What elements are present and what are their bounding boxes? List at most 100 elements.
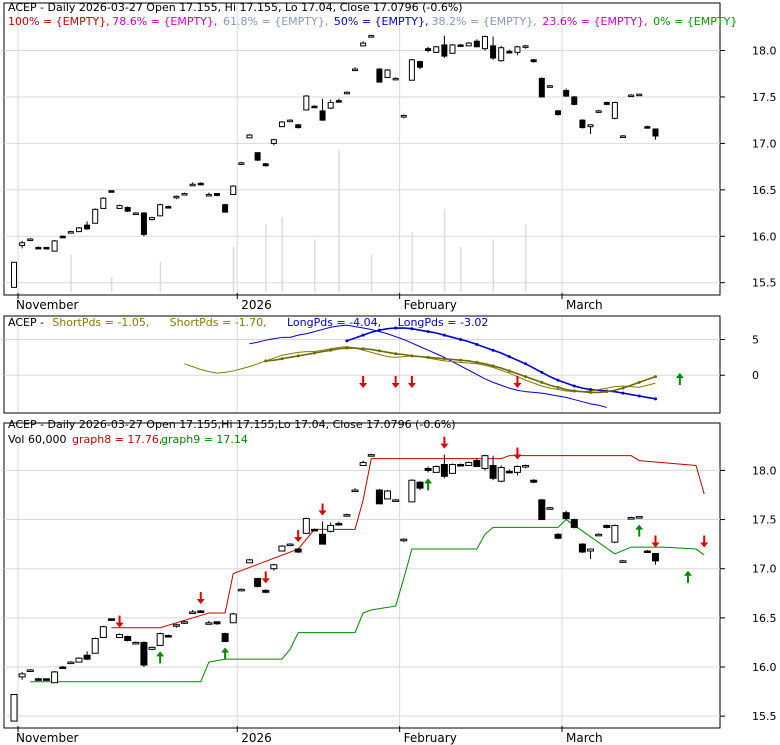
graph8-line bbox=[111, 455, 705, 629]
price-candle bbox=[303, 95, 310, 111]
signal-candle bbox=[116, 634, 124, 639]
signal-candle bbox=[148, 646, 156, 650]
ShortPds-dot bbox=[312, 351, 316, 355]
price-candle bbox=[571, 96, 578, 105]
volume-bar bbox=[525, 224, 527, 292]
signal-candle bbox=[18, 673, 26, 678]
price-panel-title: ACEP - Daily 2026-03-27 Open 17.155, Hi … bbox=[8, 1, 463, 14]
price-candle bbox=[490, 45, 497, 59]
price-candle bbox=[75, 227, 82, 233]
LongPds-dot bbox=[410, 327, 414, 331]
graph-lines bbox=[30, 455, 705, 683]
LongPds-dot bbox=[653, 397, 657, 401]
ShortPds-dot bbox=[377, 349, 381, 353]
ShortPds-dot bbox=[264, 359, 268, 363]
signal-tick-label: 17.5 bbox=[752, 514, 777, 527]
signal-candle bbox=[538, 499, 546, 521]
fib-label: 50% = {EMPTY}, bbox=[334, 15, 429, 28]
indicator-down-arrow-head bbox=[391, 383, 400, 388]
indicator-down-arrow-head bbox=[359, 383, 368, 388]
signal-up-arrow-head bbox=[221, 647, 230, 653]
LongPds-dot bbox=[345, 339, 349, 343]
signal-candle bbox=[522, 464, 530, 468]
signal-candle bbox=[213, 621, 221, 625]
price-candle bbox=[173, 195, 180, 199]
signal-candle bbox=[83, 654, 91, 660]
signal-panel-frame bbox=[3, 422, 721, 729]
LongPds-line bbox=[346, 327, 656, 400]
fib-label: 23.6% = {EMPTY}, bbox=[542, 15, 647, 28]
price-candle bbox=[205, 193, 212, 197]
signal-candle bbox=[245, 559, 253, 564]
signal-down-arrow-head bbox=[700, 542, 709, 548]
indicator-legend-item: LongPds = -4.04, bbox=[287, 316, 381, 329]
price-candle bbox=[392, 77, 399, 81]
signal-candle bbox=[181, 621, 189, 624]
price-candle bbox=[400, 115, 407, 118]
x-tick-label: November bbox=[16, 731, 78, 745]
ShortPds-dot bbox=[637, 380, 641, 384]
price-panel: 18.0 17.5 17.0 16.5 16.0 15.5 ACEP - Daily 20… bbox=[3, 1, 777, 296]
x-tick-label: February bbox=[404, 731, 457, 745]
signal-candle bbox=[384, 490, 392, 500]
x-tick-label: 2026 bbox=[241, 731, 272, 745]
signal-tick-label: 17.0 bbox=[752, 563, 777, 576]
indicator-title: ACEP - bbox=[8, 316, 44, 329]
signal-candle bbox=[473, 460, 481, 467]
price-candle bbox=[360, 42, 367, 47]
volume-bar bbox=[232, 247, 235, 292]
LongPds-dot bbox=[524, 362, 528, 366]
price-y-axis: 18.0 17.5 17.0 16.5 16.0 15.5 bbox=[720, 45, 777, 290]
price-candle bbox=[116, 205, 123, 209]
price-candle bbox=[376, 68, 383, 83]
price-candle bbox=[563, 89, 570, 97]
ShortPds-dot bbox=[621, 386, 625, 390]
signal-candle bbox=[457, 464, 465, 467]
fib-levels-legend: 100% = {EMPTY}, 78.6% = {EMPTY}, 61.8% = {… bbox=[8, 15, 737, 28]
signal-tick-label: 18.0 bbox=[752, 464, 777, 477]
indicator-legend: ACEP - ShortPds = -1.05, ShortPds = -1.70,… bbox=[8, 316, 488, 329]
signal-down-arrow-head bbox=[196, 599, 205, 604]
price-candle bbox=[636, 93, 643, 97]
signal-candle bbox=[278, 545, 286, 552]
fib-label: 78.6% = {EMPTY}, bbox=[112, 15, 217, 28]
signal-tick-label: 16.5 bbox=[752, 612, 777, 625]
ShortPds-dot bbox=[329, 348, 333, 352]
signal-candle bbox=[34, 678, 42, 681]
signal-down-arrow-head bbox=[318, 510, 327, 516]
price-tick-label: 16.0 bbox=[752, 230, 777, 243]
signal-candle bbox=[465, 462, 473, 466]
signal-candle bbox=[319, 533, 327, 545]
price-candle bbox=[498, 47, 505, 62]
indicator-up-arrow-head bbox=[675, 373, 684, 378]
price-candle bbox=[433, 46, 440, 53]
ShortPds-dot bbox=[572, 389, 576, 393]
signal-candle bbox=[164, 635, 172, 638]
ShortPds-dot bbox=[426, 355, 430, 359]
price-candle bbox=[100, 197, 107, 209]
price-candle bbox=[246, 134, 253, 139]
signal-panel-grid bbox=[4, 424, 720, 727]
signal-up-arrow-head bbox=[635, 524, 644, 530]
signal-candle bbox=[237, 588, 245, 592]
price-candle bbox=[628, 94, 635, 98]
signal-candle bbox=[172, 624, 180, 627]
LongPds-line bbox=[249, 324, 607, 408]
price-candle bbox=[19, 242, 26, 247]
ShortPds-dot bbox=[345, 346, 349, 350]
price-candle bbox=[530, 59, 537, 63]
price-candle bbox=[287, 119, 294, 123]
price-candle bbox=[546, 85, 553, 88]
price-candles bbox=[11, 34, 659, 288]
price-candle bbox=[157, 204, 164, 217]
signal-candle bbox=[416, 481, 424, 489]
signal-candle bbox=[611, 524, 619, 543]
price-candle bbox=[189, 183, 196, 187]
price-candle bbox=[262, 163, 269, 167]
ShortPds-dot bbox=[524, 375, 528, 379]
fib-label: 61.8% = {EMPTY}, bbox=[223, 15, 328, 28]
price-candle bbox=[295, 124, 302, 129]
price-tick-label: 17.0 bbox=[752, 137, 777, 150]
price-candle bbox=[335, 100, 342, 103]
signal-down-arrow-head bbox=[440, 443, 449, 449]
